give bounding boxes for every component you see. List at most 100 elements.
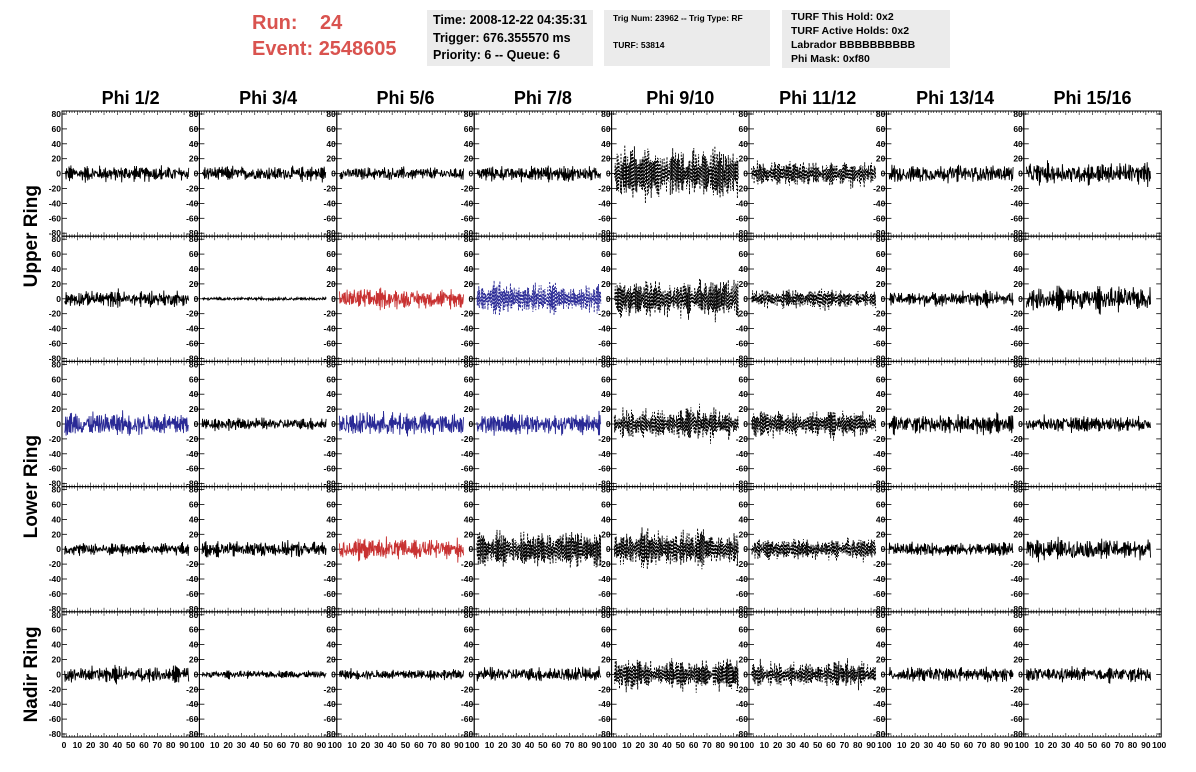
- y-tick-label: 20: [189, 279, 199, 289]
- y-tick-label: 40: [601, 389, 611, 399]
- y-tick-label: -60: [461, 213, 474, 223]
- y-tick-label: -20: [324, 434, 337, 444]
- y-tick-label: 60: [601, 124, 611, 134]
- y-tick-label: 20: [601, 154, 611, 164]
- y-tick-label: -40: [324, 449, 337, 459]
- column-header: Phi 5/6: [376, 88, 434, 108]
- turf-line: TURF: 53814: [613, 40, 665, 50]
- y-tick-label: 60: [739, 124, 749, 134]
- y-tick-label: -40: [598, 449, 611, 459]
- waveform-trace: [888, 412, 1014, 436]
- y-tick-label: 40: [189, 640, 199, 650]
- y-tick-label: -20: [49, 559, 62, 569]
- y-tick-label: -20: [324, 309, 337, 319]
- y-tick-label: -60: [324, 339, 337, 349]
- y-tick-label: 60: [601, 625, 611, 635]
- y-tick-label: 60: [464, 500, 474, 510]
- y-tick-label: 60: [326, 374, 336, 384]
- y-tick-label: -60: [49, 339, 62, 349]
- y-tick-label: 0: [56, 169, 61, 179]
- y-tick-label: -40: [461, 699, 474, 709]
- waveform-trace: [888, 289, 1014, 309]
- waveform-panel: -80 -60 -40 -20 0 20 40 60 80: [1011, 234, 1162, 363]
- y-tick-label: -80: [324, 479, 337, 489]
- y-tick-label: 80: [876, 109, 886, 119]
- y-tick-label: 60: [601, 374, 611, 384]
- y-tick-label: 80: [326, 359, 336, 369]
- waveform-panel: -80 -60 -40 -20 0 20 40 60 80: [186, 234, 338, 363]
- y-tick-label: 20: [326, 529, 336, 539]
- y-tick-label: -40: [186, 699, 199, 709]
- y-tick-label: 0: [881, 419, 886, 429]
- waveform-panel: -80 -60 -40 -20 0 20 40 60 80: [324, 234, 475, 363]
- y-tick-label: 40: [1013, 389, 1023, 399]
- waveform-trace: [339, 410, 464, 437]
- y-tick-label: -80: [598, 479, 611, 489]
- y-tick-label: -60: [49, 213, 62, 223]
- y-tick-label: -60: [49, 464, 62, 474]
- y-tick-label: 40: [326, 139, 336, 149]
- y-tick-label: -80: [1011, 353, 1024, 363]
- time-line: Time: 2008-12-22 04:35:31: [433, 13, 588, 27]
- waveform-panel: -80 -60 -40 -20 0 20 40 60 80: [598, 109, 750, 238]
- y-tick-label: -60: [324, 213, 337, 223]
- y-tick-label: -80: [49, 729, 62, 739]
- y-tick-label: -20: [873, 559, 886, 569]
- column-header: Phi 9/10: [646, 88, 714, 108]
- y-tick-label: -60: [186, 714, 199, 724]
- y-tick-label: 60: [326, 500, 336, 510]
- waveform-panel: -80 -60 -40 -20 0 20 40 60 80: [598, 359, 750, 489]
- y-tick-label: 40: [189, 389, 199, 399]
- y-tick-label: 80: [876, 359, 886, 369]
- y-tick-label: -40: [598, 699, 611, 709]
- y-tick-label: -60: [736, 213, 749, 223]
- y-tick-label: 60: [52, 374, 62, 384]
- y-tick-label: 0: [468, 169, 473, 179]
- y-tick-label: -20: [461, 184, 474, 194]
- waveform-panel: -80 -60 -40 -20 0 20 40 60 80: [873, 109, 1025, 238]
- y-tick-label: 20: [326, 279, 336, 289]
- y-tick-label: -40: [1011, 574, 1024, 584]
- y-tick-label: 80: [739, 359, 749, 369]
- y-tick-label: 60: [1013, 500, 1023, 510]
- y-tick-label: -40: [736, 449, 749, 459]
- y-tick-label: 20: [601, 279, 611, 289]
- y-tick-label: -60: [598, 339, 611, 349]
- y-tick-label: 60: [739, 374, 749, 384]
- y-tick-label: 0: [606, 294, 611, 304]
- y-tick-label: -40: [736, 574, 749, 584]
- y-tick-label: 0: [56, 669, 61, 679]
- event-value: 2548605: [318, 38, 397, 60]
- waveform-panel: -80 -60 -40 -20 0 20 40 60 80: [49, 234, 200, 363]
- y-tick-label: 0: [194, 294, 199, 304]
- y-tick-label: -20: [1011, 184, 1024, 194]
- waveform-panel: -80 -60 -40 -20 0 20 40 60 80: [873, 359, 1025, 489]
- y-tick-label: -60: [598, 714, 611, 724]
- y-tick-label: -80: [461, 729, 474, 739]
- waveform-panel: -80 -60 -40 -20 0 20 40 60 80: [873, 485, 1025, 614]
- y-tick-label: 60: [52, 124, 62, 134]
- y-tick-label: 0: [468, 294, 473, 304]
- y-tick-label: -60: [461, 589, 474, 599]
- y-tick-label: -60: [873, 213, 886, 223]
- waveform-panel: -80 -60 -40 -20 0 20 40 60 80: [736, 610, 887, 739]
- y-tick-label: 20: [739, 655, 749, 665]
- waveform-trace: [339, 166, 464, 181]
- waveform-panel: -80 -60 -40 -20 0 20 40 60 80: [324, 359, 475, 489]
- waveform-panel: -80 -60 -40 -20 0 20 40 60 80: [873, 234, 1025, 363]
- y-tick-label: -80: [873, 228, 886, 238]
- y-tick-label: 40: [876, 514, 886, 524]
- y-tick-label: -80: [736, 604, 749, 614]
- y-tick-label: -20: [324, 559, 337, 569]
- y-tick-label: 40: [326, 514, 336, 524]
- y-tick-label: -40: [186, 449, 199, 459]
- y-tick-label: 40: [52, 389, 62, 399]
- y-tick-label: 80: [1013, 485, 1023, 495]
- y-tick-label: -80: [598, 729, 611, 739]
- y-tick-label: 80: [189, 109, 199, 119]
- y-tick-label: 80: [189, 234, 199, 244]
- y-tick-label: 0: [194, 544, 199, 554]
- waveform-trace: [751, 410, 877, 441]
- y-tick-label: 20: [52, 529, 62, 539]
- y-tick-label: 0: [1018, 169, 1023, 179]
